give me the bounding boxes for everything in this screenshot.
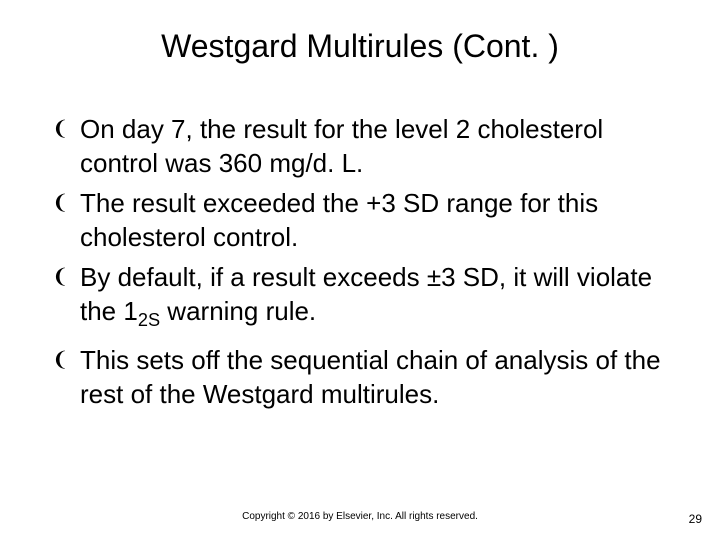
bullet-text: This sets off the sequential chain of an… bbox=[80, 343, 678, 411]
bullet-icon: ❨ bbox=[52, 260, 80, 294]
slide: Westgard Multirules (Cont. ) ❨ On day 7,… bbox=[0, 0, 720, 540]
list-item: ❨ By default, if a result exceeds ±3 SD,… bbox=[52, 260, 678, 337]
bullet-text: The result exceeded the +3 SD range for … bbox=[80, 186, 678, 254]
bullet-list: ❨ On day 7, the result for the level 2 c… bbox=[52, 112, 678, 417]
list-item: ❨ The result exceeded the +3 SD range fo… bbox=[52, 186, 678, 254]
list-item: ❨ This sets off the sequential chain of … bbox=[52, 343, 678, 411]
page-number: 29 bbox=[689, 512, 702, 526]
bullet-text: On day 7, the result for the level 2 cho… bbox=[80, 112, 678, 180]
bullet-text: By default, if a result exceeds ±3 SD, i… bbox=[80, 260, 678, 337]
bullet-icon: ❨ bbox=[52, 112, 80, 146]
subscript: 2S bbox=[138, 310, 160, 330]
bullet-icon: ❨ bbox=[52, 343, 80, 377]
list-item: ❨ On day 7, the result for the level 2 c… bbox=[52, 112, 678, 180]
copyright-text: Copyright © 2016 by Elsevier, Inc. All r… bbox=[0, 511, 720, 522]
slide-title: Westgard Multirules (Cont. ) bbox=[0, 28, 720, 65]
bullet-text-post: warning rule. bbox=[160, 296, 316, 326]
bullet-icon: ❨ bbox=[52, 186, 80, 220]
